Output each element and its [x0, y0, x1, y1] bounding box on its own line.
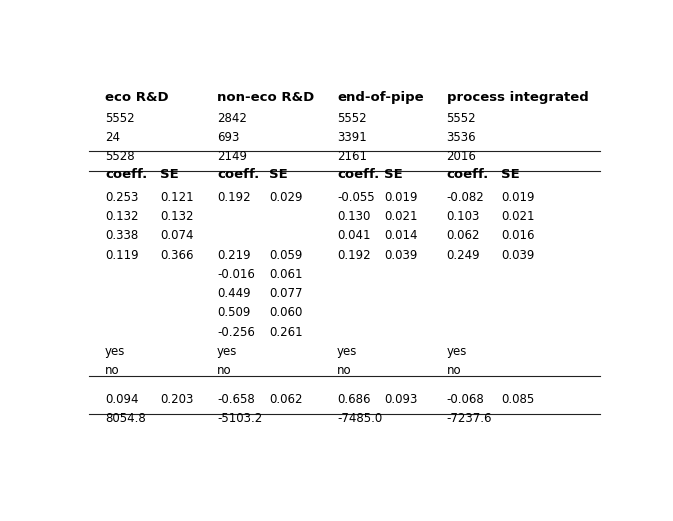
- Text: 5552: 5552: [337, 112, 367, 125]
- Text: eco R&D: eco R&D: [105, 91, 169, 104]
- Text: coeff.: coeff.: [105, 168, 147, 181]
- Text: 0.249: 0.249: [447, 249, 481, 262]
- Text: 2161: 2161: [337, 150, 367, 163]
- Text: 0.016: 0.016: [501, 229, 535, 242]
- Text: no: no: [337, 364, 352, 377]
- Text: -7237.6: -7237.6: [447, 412, 492, 425]
- Text: 2016: 2016: [447, 150, 476, 163]
- Text: 0.119: 0.119: [105, 249, 139, 262]
- Text: coeff.: coeff.: [447, 168, 489, 181]
- Text: -0.082: -0.082: [447, 191, 485, 204]
- Text: yes: yes: [447, 345, 467, 358]
- Text: -0.658: -0.658: [217, 393, 255, 406]
- Text: 5528: 5528: [105, 150, 135, 163]
- Text: non-eco R&D: non-eco R&D: [217, 91, 314, 104]
- Text: 0.039: 0.039: [501, 249, 535, 262]
- Text: 0.029: 0.029: [269, 191, 303, 204]
- Text: 0.021: 0.021: [501, 210, 535, 223]
- Text: 0.192: 0.192: [217, 191, 251, 204]
- Text: 0.219: 0.219: [217, 249, 251, 262]
- Text: 0.132: 0.132: [160, 210, 193, 223]
- Text: -0.016: -0.016: [217, 268, 255, 281]
- Text: 0.094: 0.094: [105, 393, 139, 406]
- Text: 0.077: 0.077: [269, 287, 303, 300]
- Text: 2149: 2149: [217, 150, 247, 163]
- Text: 0.041: 0.041: [337, 229, 371, 242]
- Text: process integrated: process integrated: [447, 91, 588, 104]
- Text: 0.061: 0.061: [269, 268, 303, 281]
- Text: 5552: 5552: [447, 112, 476, 125]
- Text: -0.055: -0.055: [337, 191, 375, 204]
- Text: 0.039: 0.039: [384, 249, 417, 262]
- Text: 0.686: 0.686: [337, 393, 371, 406]
- Text: SE: SE: [384, 168, 402, 181]
- Text: 0.449: 0.449: [217, 287, 251, 300]
- Text: 0.014: 0.014: [384, 229, 417, 242]
- Text: 3536: 3536: [447, 131, 476, 144]
- Text: 0.021: 0.021: [384, 210, 417, 223]
- Text: 24: 24: [105, 131, 120, 144]
- Text: -7485.0: -7485.0: [337, 412, 382, 425]
- Text: 0.509: 0.509: [217, 306, 250, 319]
- Text: 0.062: 0.062: [447, 229, 480, 242]
- Text: 0.253: 0.253: [105, 191, 139, 204]
- Text: no: no: [217, 364, 232, 377]
- Text: 0.192: 0.192: [337, 249, 371, 262]
- Text: coeff.: coeff.: [217, 168, 259, 181]
- Text: -0.256: -0.256: [217, 326, 255, 339]
- Text: 3391: 3391: [337, 131, 367, 144]
- Text: -5103.2: -5103.2: [217, 412, 262, 425]
- Text: 0.261: 0.261: [269, 326, 303, 339]
- Text: 2842: 2842: [217, 112, 247, 125]
- Text: yes: yes: [217, 345, 238, 358]
- Text: 0.366: 0.366: [160, 249, 193, 262]
- Text: 0.093: 0.093: [384, 393, 417, 406]
- Text: end-of-pipe: end-of-pipe: [337, 91, 424, 104]
- Text: 0.103: 0.103: [447, 210, 480, 223]
- Text: SE: SE: [501, 168, 520, 181]
- Text: 0.060: 0.060: [269, 306, 303, 319]
- Text: -0.068: -0.068: [447, 393, 485, 406]
- Text: 0.203: 0.203: [160, 393, 193, 406]
- Text: 0.338: 0.338: [105, 229, 138, 242]
- Text: 0.062: 0.062: [269, 393, 303, 406]
- Text: 693: 693: [217, 131, 240, 144]
- Text: 0.121: 0.121: [160, 191, 193, 204]
- Text: 5552: 5552: [105, 112, 135, 125]
- Text: 0.130: 0.130: [337, 210, 370, 223]
- Text: 0.059: 0.059: [269, 249, 303, 262]
- Text: yes: yes: [337, 345, 357, 358]
- Text: 0.019: 0.019: [501, 191, 535, 204]
- Text: no: no: [447, 364, 461, 377]
- Text: yes: yes: [105, 345, 125, 358]
- Text: coeff.: coeff.: [337, 168, 380, 181]
- Text: 8054.8: 8054.8: [105, 412, 146, 425]
- Text: no: no: [105, 364, 120, 377]
- Text: 0.074: 0.074: [160, 229, 193, 242]
- Text: SE: SE: [160, 168, 178, 181]
- Text: SE: SE: [269, 168, 288, 181]
- Text: 0.085: 0.085: [501, 393, 534, 406]
- Text: 0.132: 0.132: [105, 210, 139, 223]
- Text: 0.019: 0.019: [384, 191, 417, 204]
